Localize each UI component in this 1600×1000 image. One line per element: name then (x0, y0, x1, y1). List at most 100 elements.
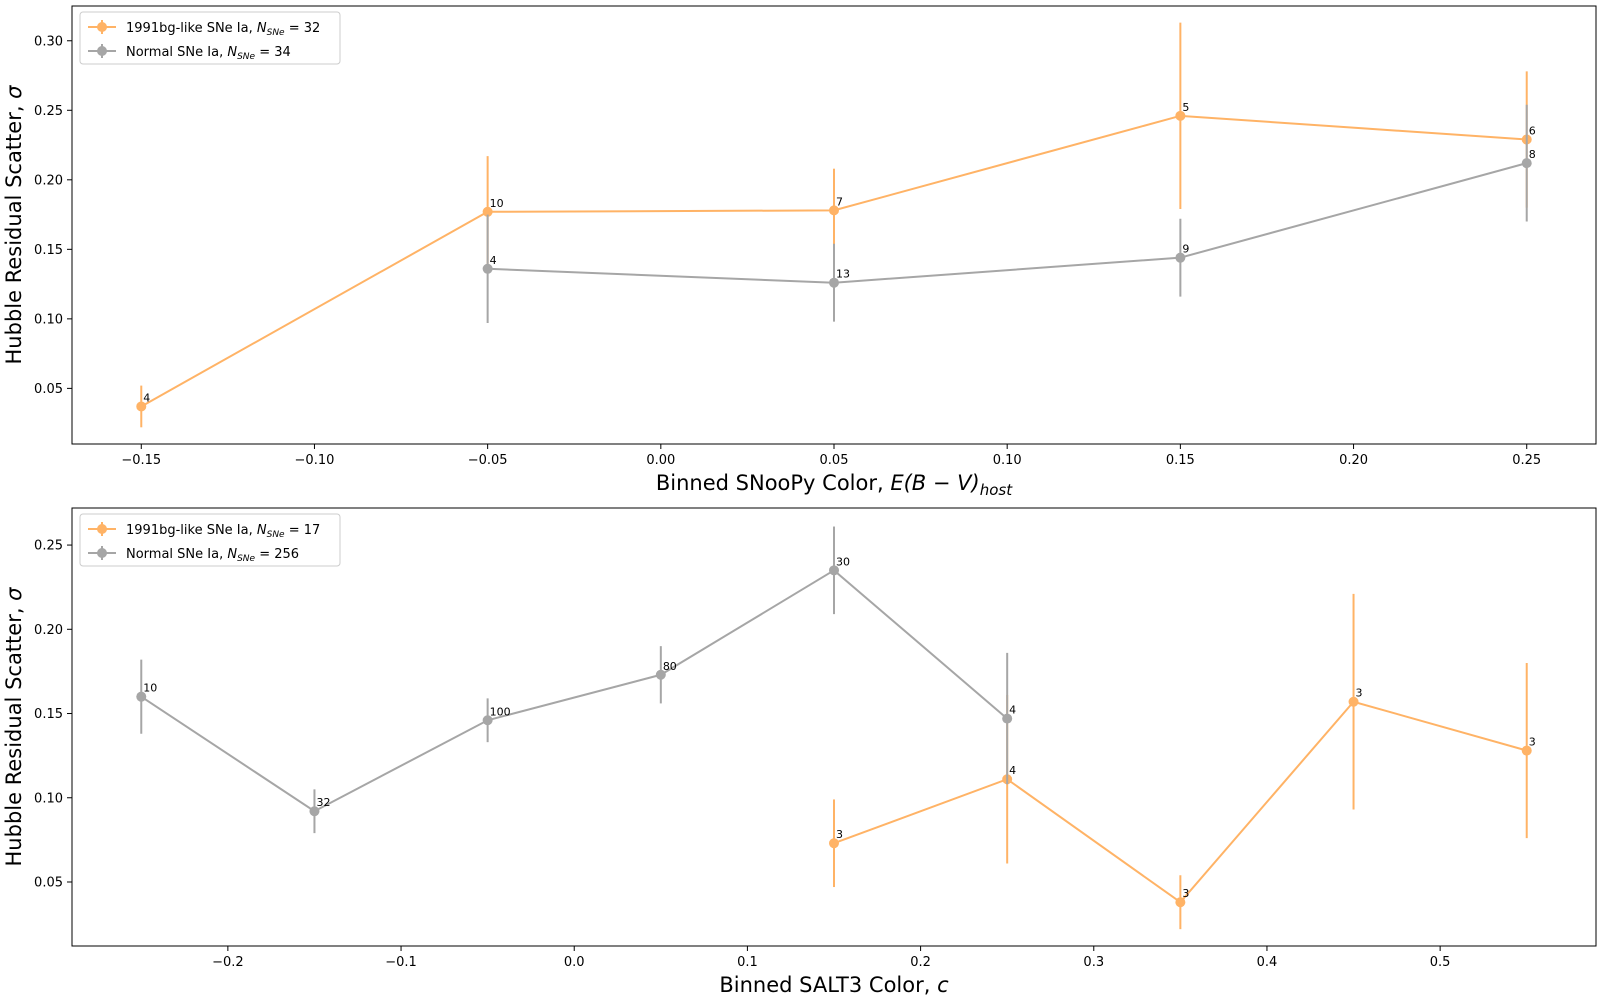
legend-marker (97, 548, 107, 558)
y-tick-label: 0.20 (34, 173, 63, 188)
legend-label-n: N (257, 523, 267, 538)
x-axis-label-text: Binned SALT3 Color, (719, 973, 937, 997)
count-label: 3 (1182, 887, 1189, 900)
series-0: 3 4 3 3 3 (829, 593, 1536, 930)
x-axis-label-math: c (937, 973, 949, 997)
data-point (482, 206, 493, 217)
legend-label-count: = 256 (255, 547, 299, 562)
legend-entry-1: Normal SNe Ia, NSNe = 256 (88, 546, 299, 564)
legend-label-text: 1991bg-like SNe Ia, (126, 21, 257, 36)
series-group: 4 10 7 5 6 4 13 9 8 (136, 22, 1536, 428)
bottom-panel-salt3-color: 3 4 3 3 3 10 32 100 80 30 4 −0.2 −0.1 0.0 0.1 0.2 0.3 0.4… (2, 507, 1597, 997)
count-label: 4 (1009, 704, 1016, 717)
legend-label-subscript: SNe (267, 530, 285, 540)
data-point (1175, 897, 1186, 908)
data-point (829, 205, 839, 216)
y-tick-label: 0.10 (34, 791, 63, 806)
data-point (655, 669, 666, 680)
legend-label-subscript: SNe (237, 52, 255, 62)
series-group: 3 4 3 3 3 10 32 100 80 30 4 (136, 526, 1536, 930)
data-point (1521, 158, 1532, 169)
count-label: 4 (490, 254, 497, 267)
count-label: 4 (1009, 764, 1016, 777)
count-label: 3 (1356, 687, 1363, 700)
count-label: 80 (663, 660, 677, 673)
series-line (487, 162, 1527, 284)
data-point (136, 691, 147, 702)
legend-marker (97, 524, 107, 534)
series-1: 10 32 100 80 30 4 (136, 526, 1016, 834)
series-line (833, 700, 1527, 904)
count-label: 5 (1182, 101, 1189, 114)
legend-label-n: N (257, 21, 267, 36)
legend-label-count: = 34 (255, 45, 291, 60)
legend-label-text: 1991bg-like SNe Ia, (126, 523, 257, 538)
count-label: 3 (1529, 736, 1536, 749)
count-label: 10 (490, 197, 504, 210)
x-axis-label: Binned SNooPy Color, E(B − V)host (656, 471, 1013, 499)
y-axis-label: Hubble Residual Scatter, σ (2, 85, 26, 365)
legend-entry-0: 1991bg-like SNe Ia, NSNe = 32 (88, 20, 320, 38)
data-point (829, 565, 839, 576)
series-line (140, 569, 1008, 813)
y-tick-label: 0.10 (34, 312, 63, 327)
count-label: 32 (316, 796, 330, 809)
data-point (482, 715, 493, 726)
x-tick-label: 0.00 (646, 453, 675, 468)
y-tick-label: 0.05 (34, 382, 63, 397)
legend-entry-1: Normal SNe Ia, NSNe = 34 (88, 44, 291, 62)
legend-label: 1991bg-like SNe Ia, NSNe = 17 (126, 523, 320, 540)
x-axis-ticks: −0.2 −0.1 0.0 0.1 0.2 0.3 0.4 0.5 (212, 946, 1450, 970)
legend-label-count: = 32 (285, 21, 321, 36)
x-tick-label: 0.05 (820, 453, 849, 468)
y-tick-label: 0.15 (34, 707, 63, 722)
legend-label-text: Normal SNe Ia, (126, 45, 227, 60)
y-axis-ticks: 0.05 0.10 0.15 0.20 0.25 (34, 539, 72, 890)
count-label: 9 (1182, 243, 1189, 256)
x-tick-label: −0.1 (385, 955, 417, 970)
data-point (1348, 696, 1359, 707)
x-tick-label: 0.5 (1430, 955, 1451, 970)
count-label: 8 (1529, 148, 1536, 161)
x-tick-label: −0.05 (468, 453, 508, 468)
x-axis-label: Binned SALT3 Color, c (719, 973, 949, 997)
x-tick-label: 0.4 (1257, 955, 1278, 970)
count-label: 6 (1529, 124, 1536, 137)
data-point (482, 263, 493, 274)
data-point (1002, 713, 1013, 724)
legend: 1991bg-like SNe Ia, NSNe = 17 Normal SNe … (79, 513, 341, 567)
plot-frame (71, 507, 1597, 947)
count-label: 30 (836, 555, 850, 568)
y-tick-label: 0.25 (34, 539, 63, 554)
legend-box (79, 513, 341, 567)
legend-label-text: Normal SNe Ia, (126, 547, 227, 562)
count-label: 13 (836, 268, 850, 281)
x-tick-label: 0.10 (993, 453, 1022, 468)
y-tick-label: 0.30 (34, 34, 63, 49)
data-point (309, 806, 320, 817)
data-point (1521, 745, 1532, 756)
legend-entry-0: 1991bg-like SNe Ia, NSNe = 17 (88, 522, 320, 540)
x-axis-label-math: E(B − V) (890, 471, 979, 495)
x-tick-label: 0.20 (1339, 453, 1368, 468)
data-point (1175, 110, 1186, 121)
series-0: 4 10 7 5 6 (136, 22, 1536, 428)
count-label: 7 (836, 195, 843, 208)
legend-label-n: N (227, 547, 237, 562)
y-tick-label: 0.15 (34, 243, 63, 258)
x-tick-label: −0.15 (121, 453, 161, 468)
legend-label: Normal SNe Ia, NSNe = 34 (126, 45, 291, 62)
y-tick-label: 0.25 (34, 104, 63, 119)
count-label: 10 (143, 682, 157, 695)
x-tick-label: 0.1 (737, 955, 758, 970)
y-axis-label: Hubble Residual Scatter, σ (2, 587, 26, 867)
legend-label: Normal SNe Ia, NSNe = 256 (126, 547, 299, 564)
count-label: 100 (490, 705, 511, 718)
y-axis-label-math: σ (2, 587, 26, 601)
legend-marker (97, 22, 107, 32)
data-point (829, 277, 839, 288)
legend-box (79, 11, 341, 65)
